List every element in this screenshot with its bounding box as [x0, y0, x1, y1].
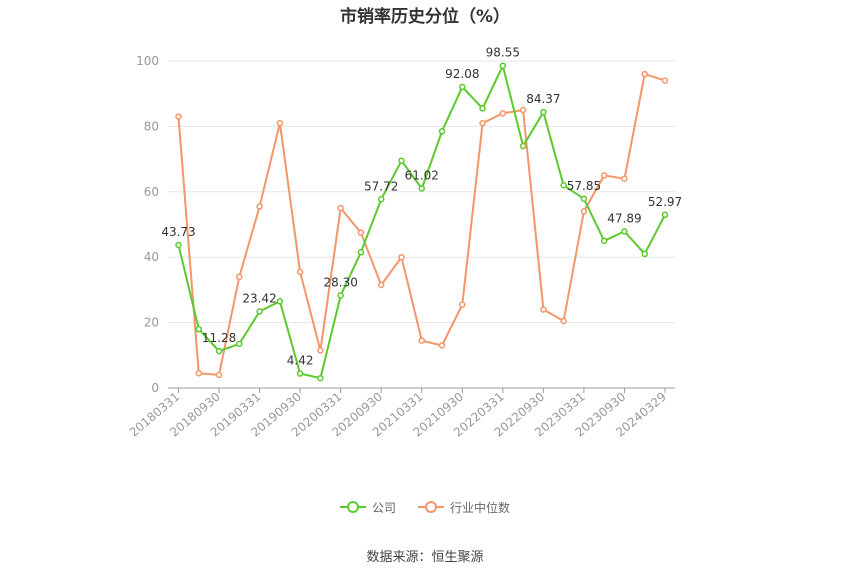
data-label: 98.55 [486, 46, 520, 60]
data-point[interactable] [621, 175, 628, 182]
data-point[interactable] [215, 347, 223, 355]
series-line-0 [177, 64, 666, 380]
data-label: 84.37 [526, 92, 560, 106]
data-point[interactable] [276, 298, 284, 305]
data-point[interactable] [337, 204, 344, 212]
data-point[interactable] [580, 208, 588, 215]
data-point[interactable] [296, 370, 304, 377]
legend-item-company[interactable]: 公司 [339, 499, 396, 516]
data-label: 43.73 [161, 225, 195, 239]
data-point[interactable] [357, 249, 365, 256]
data-point[interactable] [540, 306, 547, 313]
data-point[interactable] [459, 301, 466, 308]
data-label: 4.42 [287, 354, 314, 368]
data-label: 28.30 [323, 275, 357, 289]
data-point[interactable] [499, 62, 507, 69]
data-point[interactable] [195, 325, 203, 333]
series-line-1 [177, 73, 666, 376]
data-label: 57.72 [364, 179, 398, 193]
data-point[interactable] [175, 113, 182, 120]
data-point[interactable] [519, 106, 527, 114]
data-labels: 43.73 11.28 23.42 4.42 28.30 57.72 61.02 92.08 9… [161, 46, 682, 368]
data-point[interactable] [317, 374, 324, 382]
y-tick-label: 0 [151, 381, 159, 395]
data-point[interactable] [377, 196, 385, 203]
data-point[interactable] [661, 77, 669, 84]
data-point[interactable] [175, 241, 182, 249]
data-point[interactable] [438, 128, 446, 135]
data-point[interactable] [519, 142, 527, 150]
data-label: 57.85 [567, 179, 601, 193]
data-label: 47.89 [607, 211, 641, 225]
legend: 公司 行业中位数 [0, 497, 850, 517]
data-point[interactable] [236, 273, 243, 281]
data-point[interactable] [438, 342, 446, 349]
data-point[interactable] [600, 237, 608, 245]
data-point[interactable] [296, 268, 304, 276]
series-lines [175, 62, 669, 382]
data-point[interactable] [276, 119, 284, 127]
grid-lines [168, 60, 675, 324]
data-point[interactable] [377, 281, 385, 289]
data-point[interactable] [317, 347, 324, 354]
legend-label: 公司 [371, 500, 396, 515]
data-label: 61.02 [405, 168, 439, 182]
data-point[interactable] [337, 292, 344, 299]
data-point[interactable] [560, 182, 567, 189]
data-point[interactable] [580, 195, 588, 203]
data-point[interactable] [499, 110, 507, 117]
data-point[interactable] [398, 253, 405, 261]
data-point[interactable] [641, 70, 648, 78]
data-point[interactable] [540, 108, 547, 116]
data-label: 52.97 [648, 195, 682, 209]
data-label: 23.42 [242, 291, 276, 305]
data-source: 数据来源：恒生聚源 [366, 550, 484, 565]
data-point[interactable] [479, 119, 486, 127]
data-point[interactable] [195, 370, 203, 377]
data-point[interactable] [641, 250, 648, 258]
data-point[interactable] [479, 105, 486, 112]
data-point[interactable] [600, 172, 608, 179]
y-tick-label: 100 [136, 54, 159, 68]
data-point[interactable] [621, 228, 628, 235]
data-point[interactable] [459, 83, 466, 91]
legend-item-industry-median[interactable]: 行业中位数 [418, 499, 510, 516]
y-tick-label: 80 [144, 119, 159, 133]
y-tick-label: 40 [144, 250, 159, 264]
y-tick-label: 60 [144, 185, 159, 199]
chart-title: 市销率历史分位（%） [339, 7, 511, 27]
data-label: 92.08 [445, 67, 479, 81]
data-point[interactable] [418, 337, 425, 344]
legend-line-icon [418, 500, 444, 514]
legend-line-icon [339, 500, 366, 514]
legend-label: 行业中位数 [450, 500, 511, 515]
data-point[interactable] [560, 317, 567, 325]
data-point[interactable] [256, 308, 263, 315]
data-label: 11.28 [202, 331, 236, 345]
data-point[interactable] [236, 340, 243, 348]
data-point[interactable] [418, 185, 425, 192]
y-tick-label: 20 [144, 316, 159, 330]
axes: 0204060801002018033120180930201903312019… [127, 54, 675, 440]
data-point[interactable] [398, 157, 405, 164]
data-point[interactable] [256, 203, 263, 210]
data-point[interactable] [661, 211, 669, 219]
data-point[interactable] [357, 229, 365, 236]
data-point[interactable] [215, 371, 223, 379]
